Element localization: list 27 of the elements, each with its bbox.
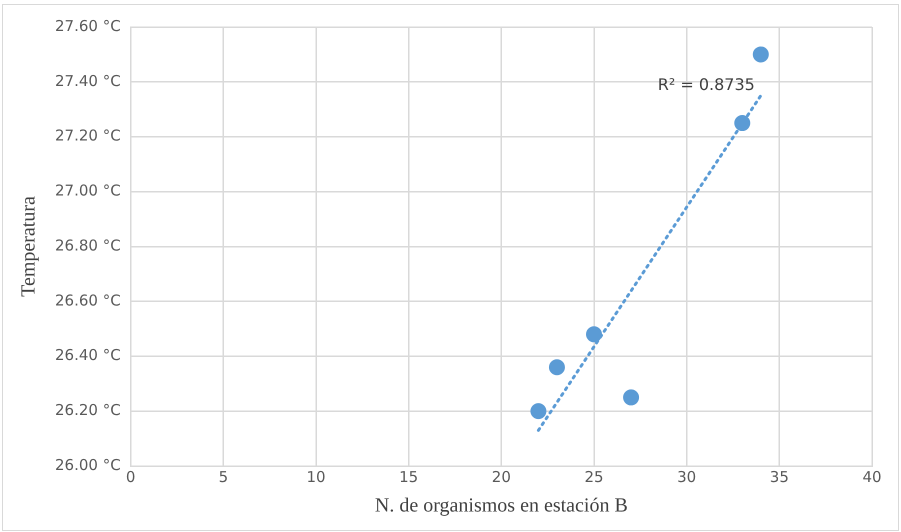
x-tick-label: 35 [770, 468, 789, 486]
x-tick-label: 20 [492, 468, 511, 486]
point [530, 403, 546, 420]
x-tick-label: 30 [677, 468, 696, 486]
y-tick-label: 27.60 °C [54, 16, 121, 35]
y-tick-label: 26.80 °C [54, 236, 121, 254]
point [548, 359, 565, 376]
x-tick-label: 5 [218, 468, 228, 486]
point [623, 389, 640, 406]
x-tick-label: 40 [862, 468, 882, 486]
point [586, 326, 602, 342]
y-tick-label: 26.60 °C [54, 291, 121, 310]
x-tick-label: 0 [126, 468, 136, 486]
point [734, 115, 750, 132]
x-axis-title: N. de organismos en estación B [374, 494, 628, 516]
y-tick-label: 26.00 °C [54, 456, 121, 474]
y-tick-label: 27.00 °C [54, 182, 121, 200]
x-tick-label: 15 [399, 468, 418, 486]
y-tick-label: 27.20 °C [54, 126, 121, 145]
x-tick-label: 25 [584, 468, 604, 486]
y-tick-label: 26.20 °C [54, 401, 121, 420]
y-axis-title: Temperatura [17, 196, 40, 297]
y-tick-label: 27.40 °C [54, 72, 121, 90]
x-tick-label: 10 [306, 468, 326, 486]
y-tick-label: 26.40 °C [54, 346, 121, 364]
point [752, 46, 769, 62]
annotation: R² = 0.8735 [658, 74, 755, 94]
